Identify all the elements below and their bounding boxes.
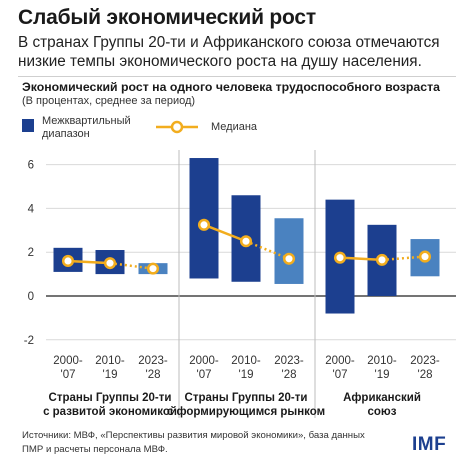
median-point xyxy=(146,262,160,275)
x-tick-label: 2010-'19 xyxy=(95,355,125,381)
header-divider xyxy=(18,76,456,77)
y-tick-label: -2 xyxy=(24,335,34,347)
legend-median-label: Медиана xyxy=(211,121,258,133)
y-tick-label: 4 xyxy=(28,203,35,215)
chart-subtitle: (В процентах, среднее за период) xyxy=(22,95,196,107)
legend-median-marker xyxy=(156,120,198,134)
group-label: Страны Группы 20-ти с формирующимся рынко… xyxy=(167,392,325,418)
median-line xyxy=(203,223,247,243)
source-note: Источники: МВФ, «Перспективы развития ми… xyxy=(22,430,365,455)
median-point xyxy=(375,253,389,266)
legend-iqr-swatch xyxy=(22,119,34,132)
median-point xyxy=(282,252,296,265)
median-point xyxy=(333,251,347,264)
median-line xyxy=(109,261,154,270)
page-subtitle: В странах Группы 20-ти и Африканского со… xyxy=(18,34,440,70)
median-line xyxy=(67,259,111,265)
median-point xyxy=(239,235,253,248)
x-tick-label: 2010-'19 xyxy=(231,355,261,381)
median-point xyxy=(197,218,211,231)
y-tick-label: 2 xyxy=(28,247,34,259)
x-tick-label: 2010-'19 xyxy=(367,355,397,381)
chart-title: Экономический рост на одного человека тр… xyxy=(22,80,440,94)
x-tick-label: 2000-'07 xyxy=(189,355,219,381)
x-tick-label: 2000-'07 xyxy=(325,355,355,381)
median-line xyxy=(339,256,383,262)
median-point xyxy=(103,257,117,270)
x-tick-label: 2023-'28 xyxy=(410,355,440,381)
y-tick-label: 6 xyxy=(28,160,34,172)
legend-iqr-label: Межквартильный диапазон xyxy=(42,115,131,140)
x-tick-label: 2023-'28 xyxy=(274,355,304,381)
median-line xyxy=(381,255,426,262)
x-tick-label: 2000-'07 xyxy=(53,355,83,381)
imf-logo: IMF xyxy=(412,434,447,455)
x-tick-label: 2023-'28 xyxy=(138,355,168,381)
median-point xyxy=(418,250,432,263)
y-tick-label: 0 xyxy=(28,291,34,303)
group-label: Африканский союз xyxy=(343,392,421,418)
median-point xyxy=(61,254,75,268)
iqr-bar xyxy=(274,218,304,284)
page-title: Слабый экономический рост xyxy=(18,6,316,29)
group-label: Страны Группы 20-ти с развитой экономикой xyxy=(43,392,177,418)
iqr-bar xyxy=(189,158,219,279)
